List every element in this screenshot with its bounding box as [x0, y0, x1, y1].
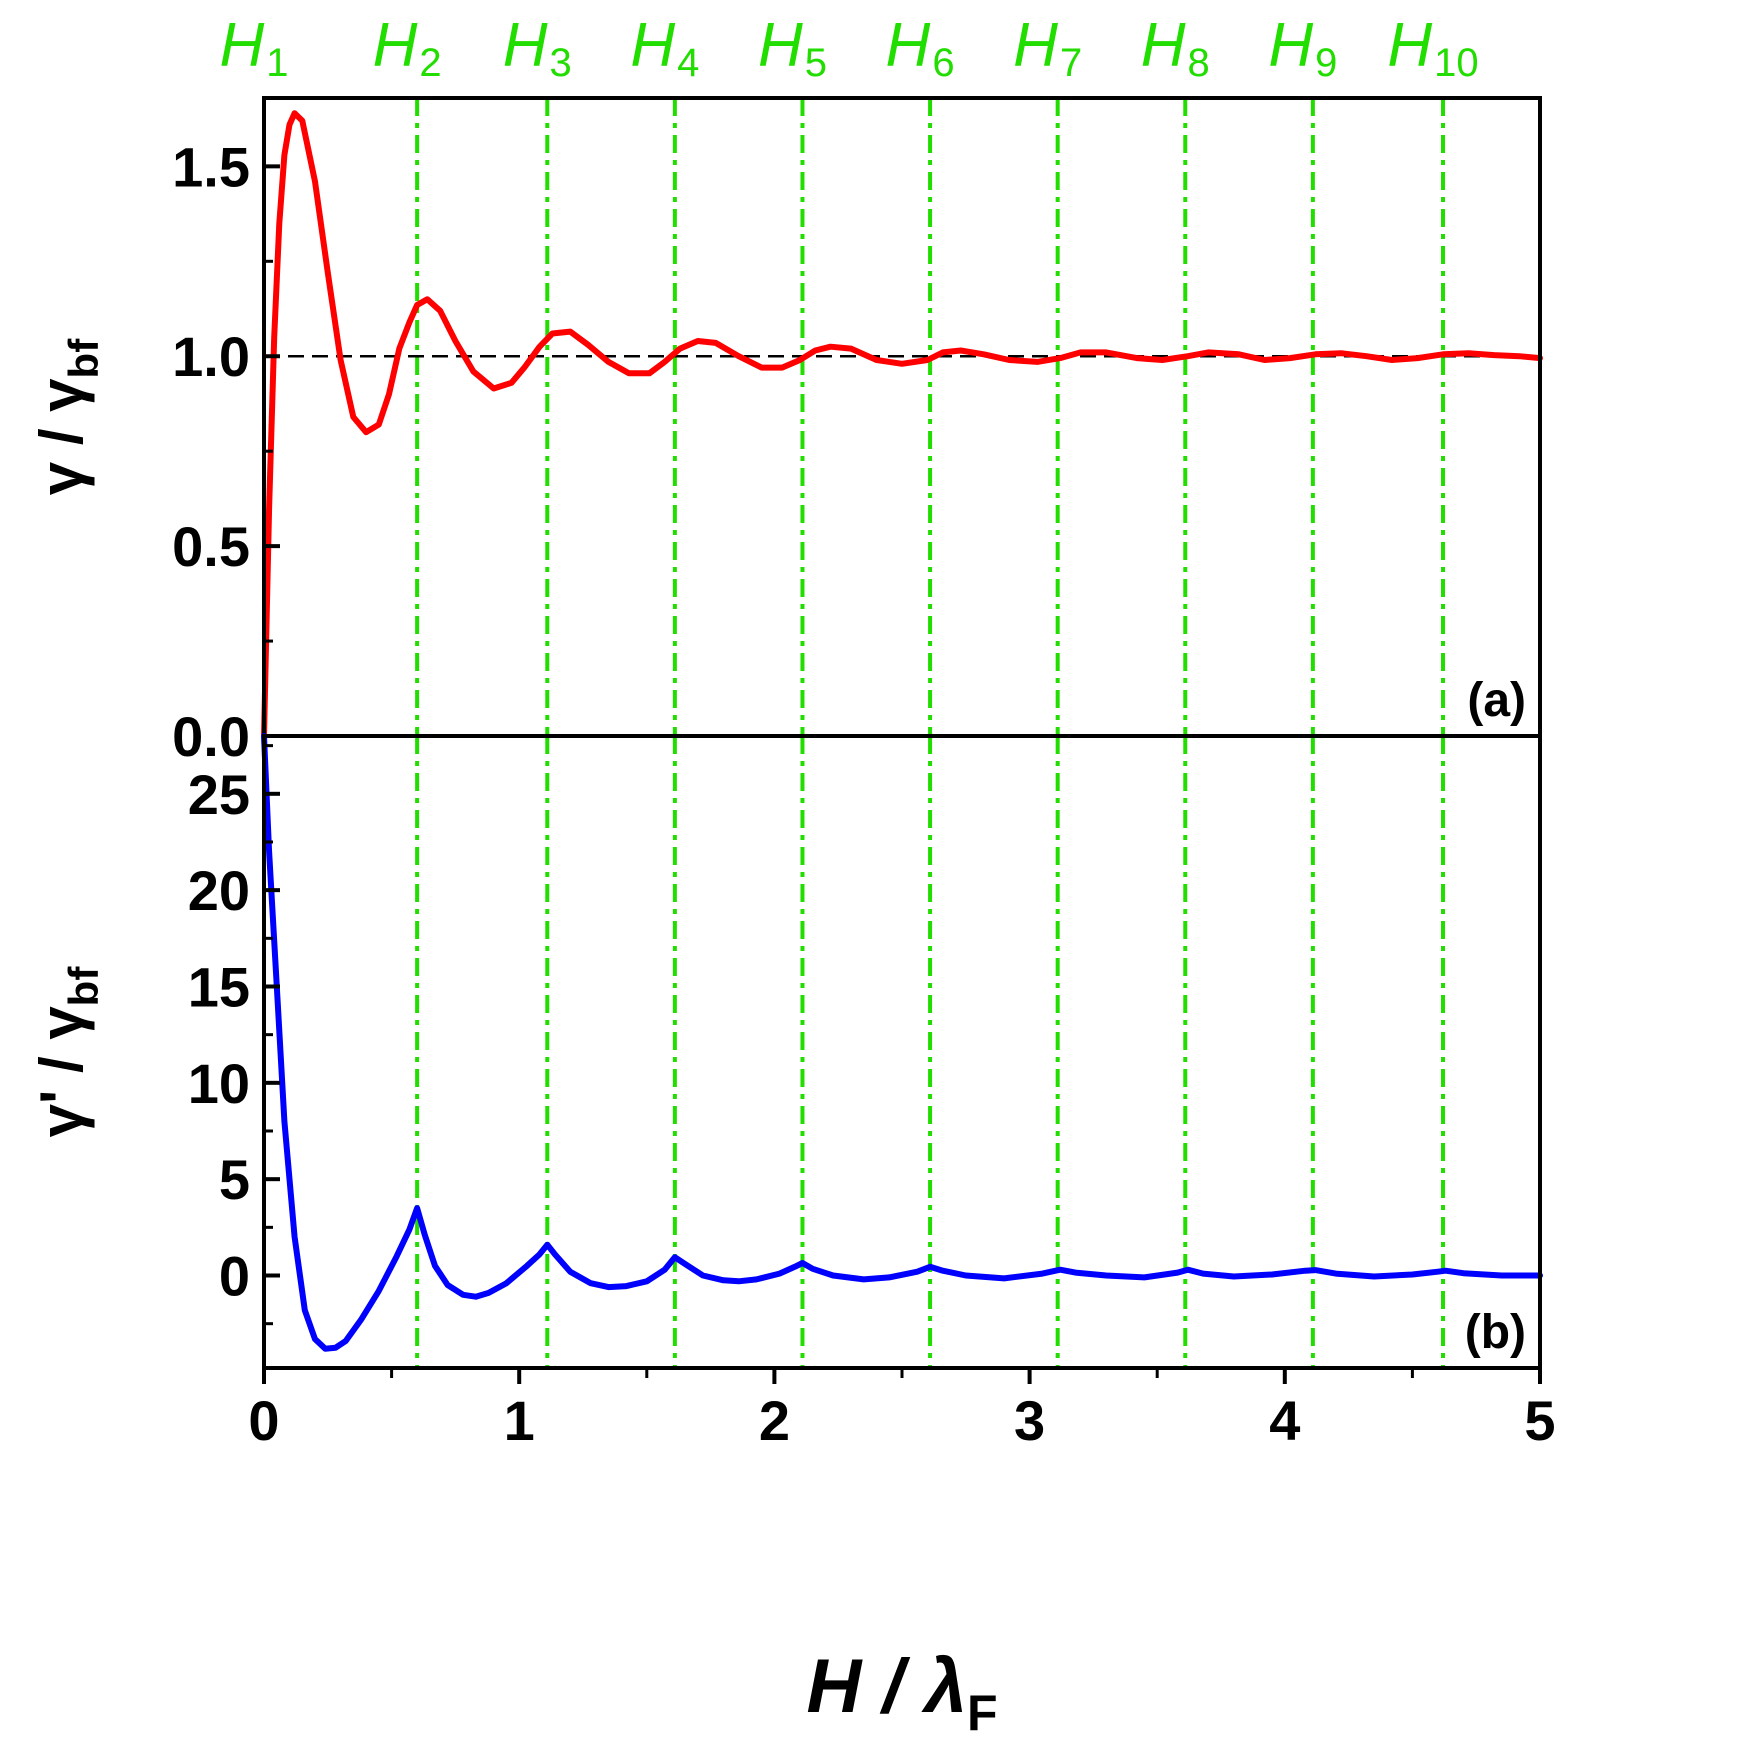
harmonic-label-index: 3 — [550, 41, 572, 85]
panel-b-y-axis-label-main: γ' / γ — [28, 1006, 95, 1138]
harmonic-label-4: H4 — [630, 11, 699, 85]
harmonic-label-letter: H — [219, 11, 264, 80]
harmonic-label-letter: H — [373, 11, 418, 80]
y-tick-label-a-0: 0.0 — [172, 705, 250, 768]
harmonic-label-letter: H — [1141, 11, 1186, 80]
panel-a-label: (a) — [1467, 674, 1526, 727]
y-tick-label-b-1: 5 — [219, 1148, 250, 1211]
harmonic-label-3: H3 — [503, 11, 572, 85]
harmonic-label-2: H2 — [373, 11, 442, 85]
harmonic-label-letter: H — [886, 11, 931, 80]
harmonic-label-9: H9 — [1268, 11, 1337, 85]
harmonic-label-6: H6 — [886, 11, 955, 85]
harmonic-label-index: 6 — [932, 41, 954, 85]
harmonic-label-letter: H — [1268, 11, 1313, 80]
y-tick-label-a-1: 0.5 — [172, 515, 250, 578]
x-tick-label-2: 2 — [759, 1389, 790, 1452]
y-tick-label-b-3: 15 — [188, 955, 250, 1018]
series-line-gamma-prime — [261, 733, 1543, 1352]
panel-b: 0 5 10 15 20 25 0 1 2 3 4 5 (b) γ' / γbf H / λF — [28, 733, 1556, 1741]
x-axis-ticks: 0 1 2 3 4 5 — [248, 1368, 1556, 1452]
x-axis-label-sub: F — [967, 1685, 998, 1741]
harmonic-label-1: H1 — [219, 11, 288, 85]
harmonic-label-index: 8 — [1188, 41, 1210, 85]
x-tick-label-1: 1 — [504, 1389, 535, 1452]
panel-a-harmonic-lines — [415, 98, 1446, 736]
x-axis-label: H / λF — [806, 1644, 997, 1741]
series-line-gamma — [261, 110, 1543, 739]
y-tick-label-b-5: 25 — [188, 763, 250, 826]
y-tick-label-b-4: 20 — [188, 859, 250, 922]
harmonic-labels: H1 H2 H3 H4 H5 H6 H7 H8 H9 H10 — [219, 11, 1478, 85]
panel-b-frame — [262, 734, 1542, 1370]
y-tick-label-b-0: 0 — [219, 1245, 250, 1308]
panel-b-label: (b) — [1465, 1306, 1526, 1359]
panel-a-y-axis-label-sub: bf — [60, 338, 107, 379]
harmonic-label-index: 5 — [805, 41, 827, 85]
harmonic-label-10: H10 — [1387, 11, 1478, 85]
panel-a-y-axis-label: γ / γbf — [28, 338, 107, 495]
x-tick-label-4: 4 — [1269, 1389, 1300, 1452]
x-tick-label-0: 0 — [248, 1389, 279, 1452]
y-tick-label-b-2: 10 — [188, 1052, 250, 1115]
x-axis-label-main: H / λ — [806, 1644, 967, 1729]
harmonic-label-index: 9 — [1315, 41, 1337, 85]
x-tick-label-3: 3 — [1014, 1389, 1045, 1452]
harmonic-label-index: 7 — [1060, 41, 1082, 85]
harmonic-label-index: 1 — [266, 41, 288, 85]
harmonic-label-letter: H — [758, 11, 803, 80]
harmonic-label-letter: H — [503, 11, 548, 80]
harmonic-label-index: 4 — [677, 41, 699, 85]
y-tick-label-a-3: 1.5 — [172, 135, 250, 198]
panel-b-y-axis-label: γ' / γbf — [28, 966, 107, 1138]
panel-a: 0.0 0.5 1.0 1.5 (a) γ / γbf — [28, 96, 1543, 768]
harmonic-label-5: H5 — [758, 11, 827, 85]
harmonic-label-7: H7 — [1013, 11, 1082, 85]
harmonic-label-8: H8 — [1141, 11, 1210, 85]
panel-a-y-axis-label-main: γ / γ — [28, 378, 95, 495]
harmonic-label-index: 10 — [1434, 41, 1479, 85]
panel-b-y-axis-label-sub: bf — [60, 966, 107, 1007]
y-tick-label-a-2: 1.0 — [172, 325, 250, 388]
x-tick-label-5: 5 — [1524, 1389, 1555, 1452]
harmonic-label-index: 2 — [419, 41, 441, 85]
harmonic-label-letter: H — [1013, 11, 1058, 80]
harmonic-label-letter: H — [630, 11, 675, 80]
harmonic-label-letter: H — [1387, 11, 1432, 80]
panel-a-y-ticks: 0.0 0.5 1.0 1.5 — [172, 135, 280, 768]
